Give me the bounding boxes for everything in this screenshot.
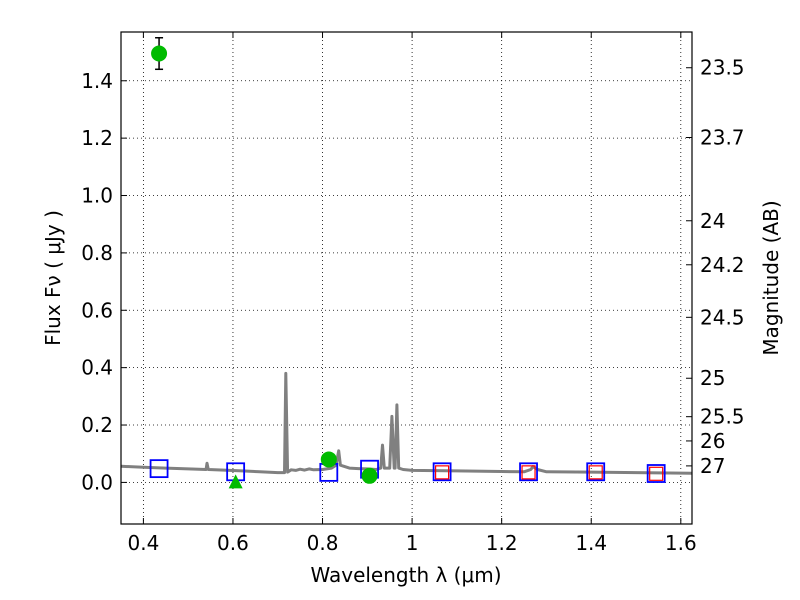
data-layer (121, 36, 692, 489)
y-tick-label: 0.2 (81, 413, 113, 437)
right-tick-label: 25 (700, 366, 725, 390)
model-photometry-square (149, 459, 169, 479)
observed-detection-point (151, 45, 168, 62)
observed-red-square (649, 466, 664, 481)
observed-red-square (588, 465, 603, 480)
right-axis-title: Magnitude (AB) (759, 200, 783, 355)
y-tick-label: 0.6 (81, 298, 113, 322)
y-tick-label: 1.0 (81, 184, 113, 208)
model-photometry-square (432, 462, 452, 482)
x-tick-label: 1 (406, 531, 419, 555)
y-tick-label: 1.2 (81, 126, 113, 150)
right-tick-label: 23.5 (700, 56, 745, 80)
y-tick-label: 0.4 (81, 356, 113, 380)
y-axis-title: Flux Fν ( μJy ) (41, 210, 65, 346)
y-tick-label: 0.0 (81, 470, 113, 494)
right-tick-label: 25.5 (700, 405, 745, 429)
right-tick-label: 24 (700, 209, 725, 233)
x-tick-label: 1.6 (665, 531, 697, 555)
x-axis-title: Wavelength λ (μm) (310, 563, 501, 587)
right-tick-label: 27 (700, 454, 725, 478)
x-tick-label: 1.2 (486, 531, 518, 555)
x-tick-label: 0.8 (307, 531, 339, 555)
upper-limit-triangle (228, 474, 243, 489)
model-photometry-square (586, 462, 606, 482)
observed-red-square (435, 465, 450, 480)
x-tick-label: 0.6 (217, 531, 249, 555)
x-tick-label: 1.4 (575, 531, 607, 555)
x-tick-label: 0.4 (127, 531, 159, 555)
right-tick-label: 26 (700, 429, 725, 453)
model-photometry-square (519, 462, 538, 482)
y-tick-label: 1.4 (81, 69, 113, 93)
plot-frame (120, 31, 693, 525)
ticks: 0.4 0.6 0.8 1 1.2 1.4 1.6 0.0 0.2 0.4 0.6 0.8 1.0 1.2… (81, 32, 745, 555)
right-tick-label: 24.5 (700, 305, 745, 329)
observed-detection-point (361, 467, 378, 484)
right-tick-label: 23.7 (700, 125, 745, 149)
observed-detection-point (320, 451, 337, 468)
observed-red-square (521, 465, 536, 480)
model-photometry-square (646, 464, 666, 483)
y-tick-label: 0.8 (81, 241, 113, 265)
right-tick-label: 24.2 (700, 253, 745, 277)
